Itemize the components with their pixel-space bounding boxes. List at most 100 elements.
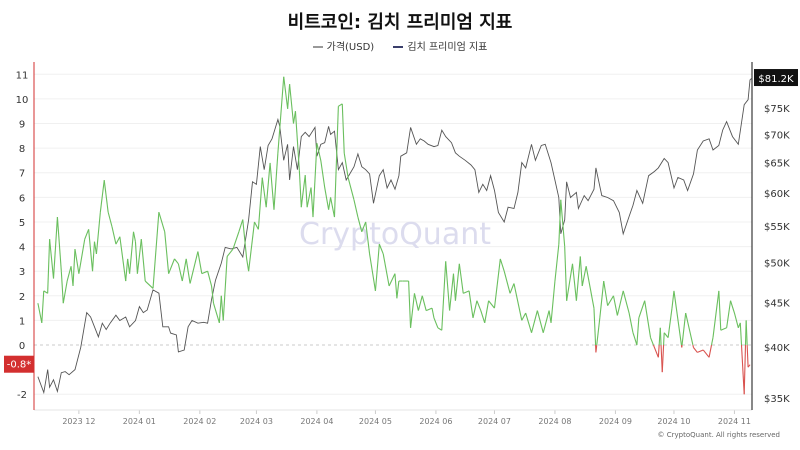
premium-series-segment <box>201 270 208 275</box>
premium-series-segment <box>220 295 224 321</box>
y-left-tick-label: 1 <box>19 316 25 327</box>
premium-series-segment <box>652 344 659 358</box>
premium-series-segment <box>265 162 271 208</box>
premium-series-segment <box>66 266 72 282</box>
y-right-tick-label: $70K <box>764 130 790 141</box>
x-tick-label: 2024 02 <box>183 417 216 426</box>
premium-series-segment <box>437 327 443 331</box>
premium-series-segment <box>458 263 464 294</box>
premium-series-segment <box>571 263 577 301</box>
premium-series-segment <box>554 244 560 282</box>
legend: 가격(USD) 김치 프리미엄 지표 <box>0 38 800 53</box>
legend-item-premium[interactable]: 김치 프리미엄 지표 <box>393 38 487 53</box>
premium-series-segment <box>712 290 720 338</box>
premium-series-segment <box>718 290 722 331</box>
legend-label-premium: 김치 프리미엄 지표 <box>407 42 488 53</box>
premium-series-segment <box>136 239 142 274</box>
premium-series-segment <box>328 197 332 210</box>
legend-item-price[interactable]: 가격(USD) <box>312 38 374 53</box>
premium-series-segment <box>127 258 131 274</box>
y-right-tick-label: $75K <box>764 104 790 115</box>
premium-series-segment <box>177 263 183 282</box>
premium-series-segment <box>558 199 562 245</box>
premium-series-segment <box>509 283 515 294</box>
premium-series-segment <box>616 290 624 316</box>
premium-series-segment <box>560 199 566 247</box>
premium-series-segment <box>134 241 138 274</box>
premium-series-segment <box>111 226 117 245</box>
premium-series-segment <box>579 256 583 286</box>
premium-series-segment <box>300 175 306 208</box>
premium-series-segment <box>312 143 318 218</box>
watermark: CryptoQuant <box>299 217 491 252</box>
x-tick-label: 2023 12 <box>62 417 95 426</box>
premium-series-segment <box>316 143 322 161</box>
premium-series-segment <box>530 310 538 333</box>
premium-series-segment <box>417 295 423 311</box>
premium-series-segment <box>129 231 135 274</box>
y-left-tick-label: 0 <box>19 341 25 352</box>
x-tick-label: 2024 01 <box>123 417 156 426</box>
premium-series-segment <box>733 312 739 328</box>
premium-series-segment <box>361 221 367 233</box>
premium-series-segment <box>681 312 687 346</box>
premium-series-segment <box>125 258 129 282</box>
premium-series-segment <box>657 344 660 358</box>
premium-series-segment <box>476 300 482 311</box>
legend-swatch-premium <box>393 46 404 48</box>
premium-series-segment <box>595 344 598 353</box>
premium-series-segment <box>212 303 220 324</box>
premium-series-segment <box>294 111 300 171</box>
premium-series-segment <box>521 312 527 321</box>
premium-series-segment <box>324 187 330 210</box>
premium-series-segment <box>468 290 474 319</box>
premium-series-segment <box>693 347 698 353</box>
premium-series-segment <box>158 211 166 232</box>
y-right-tick-label: $45K <box>764 298 790 309</box>
premium-series-segment <box>242 219 248 259</box>
premium-series-segment <box>673 290 682 346</box>
premium-series-segment <box>115 236 121 245</box>
premium-series-segment <box>132 231 136 242</box>
premium-series-segment <box>408 281 412 328</box>
legend-swatch-price <box>312 46 323 48</box>
premium-series-segment <box>62 280 68 304</box>
x-tick-label: 2024 03 <box>240 417 273 426</box>
premium-series-segment <box>388 273 396 287</box>
y-right-tick-label: $35K <box>764 394 790 405</box>
premium-series-segment <box>413 293 419 311</box>
x-tick-label: 2024 10 <box>657 417 690 426</box>
premium-series-segment <box>261 177 267 208</box>
premium-series-segment <box>740 344 745 395</box>
premium-series-segment <box>612 295 618 316</box>
premium-series-segment <box>369 253 376 291</box>
premium-series-segment <box>421 295 427 311</box>
premium-series-segment <box>730 300 735 314</box>
premium-series-segment <box>425 307 433 312</box>
premium-series-segment <box>185 258 191 284</box>
premium-series-segment <box>74 248 80 274</box>
premium-series-segment <box>78 239 86 274</box>
premium-series-segment <box>343 152 349 178</box>
premium-series-segment <box>607 295 614 306</box>
premium-series-segment <box>566 263 574 301</box>
premium-series-segment <box>710 337 714 346</box>
premium-series-segment <box>726 300 732 328</box>
premium-series-segment <box>596 317 601 346</box>
premium-series-segment <box>644 300 652 338</box>
premium-series-segment <box>599 280 605 319</box>
premium-series-segment <box>140 239 146 282</box>
premium-series-segment <box>189 251 199 284</box>
premium-series-segment <box>248 221 256 272</box>
premium-series-segment <box>353 199 359 218</box>
premium-series-segment <box>289 84 295 124</box>
premium-series-segment <box>43 290 48 294</box>
premium-series-segment <box>99 180 105 213</box>
premium-series-segment <box>226 248 234 257</box>
premium-series-segment <box>197 251 203 274</box>
current-premium-badge <box>4 355 34 373</box>
y-left-tick-label: 6 <box>19 193 25 204</box>
y-right-tick-label: $40K <box>764 343 790 354</box>
premium-series-segment <box>396 280 400 299</box>
